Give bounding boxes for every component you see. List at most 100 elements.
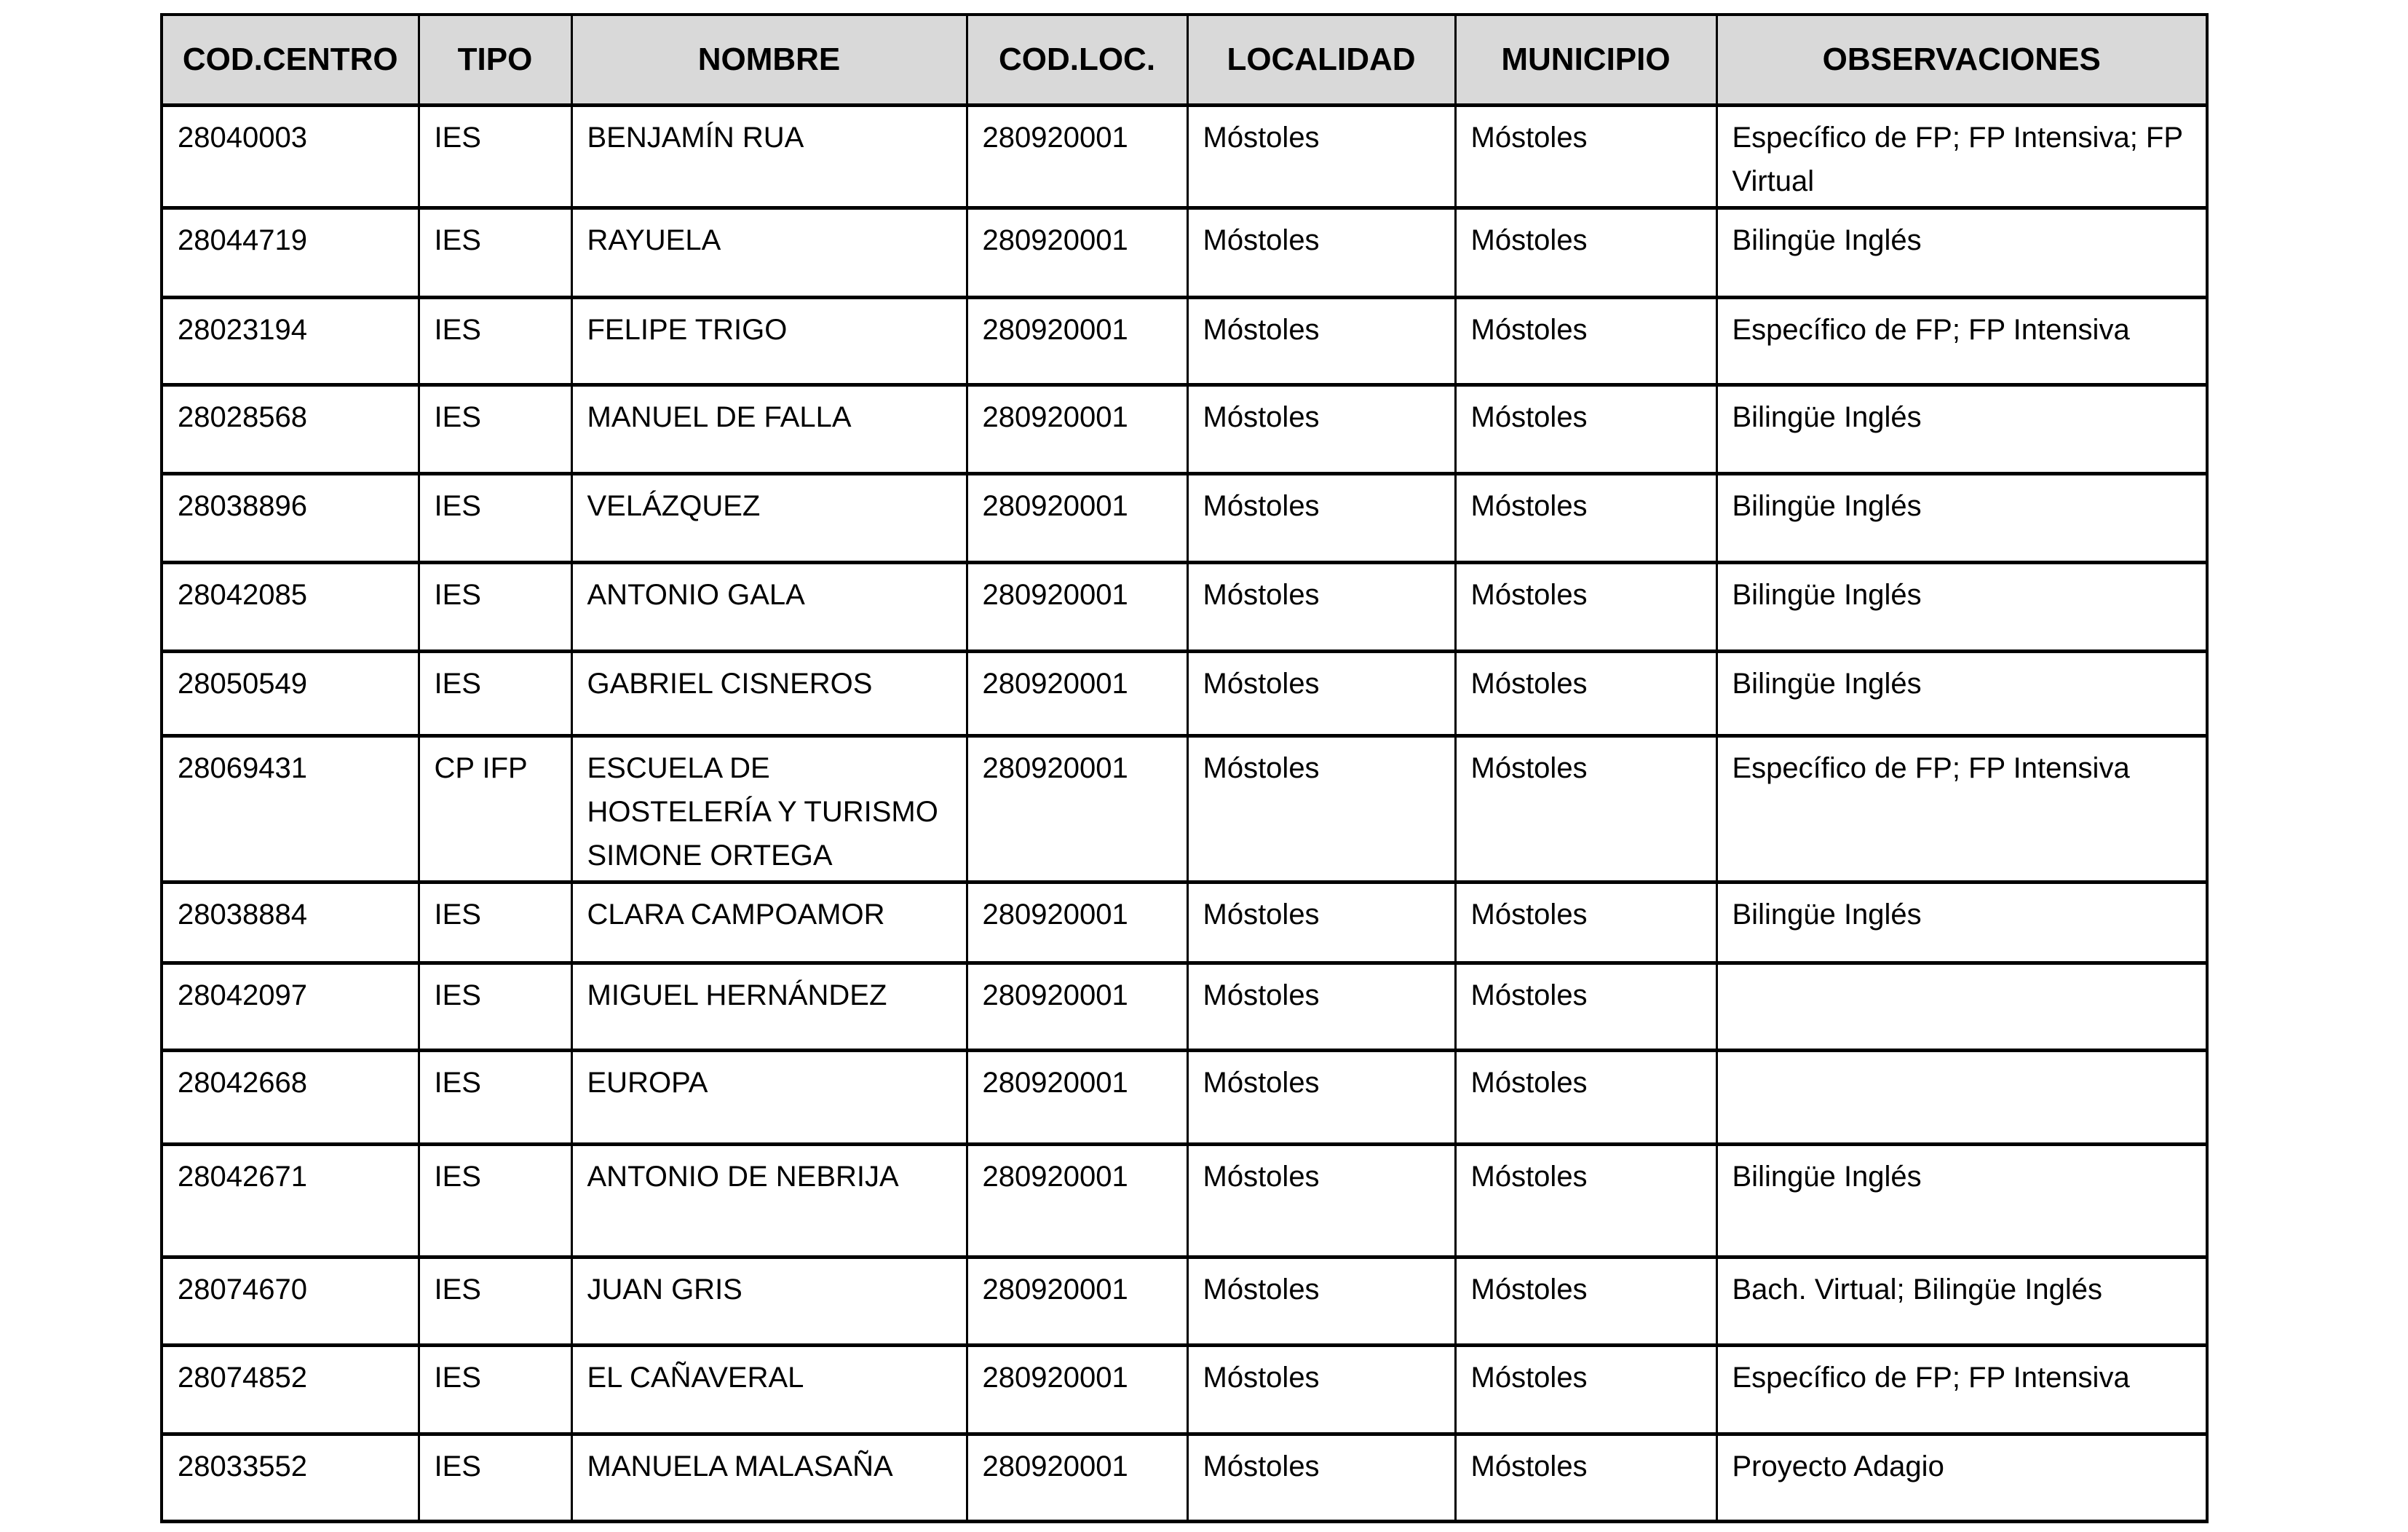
cell-localidad: Móstoles [1186,734,1457,884]
cell-cod-centro: 28042671 [160,1142,420,1259]
cell-localidad: Móstoles [1186,383,1457,475]
cell-cod-centro: 28044719 [160,206,420,299]
table-row: 28038896 IES VELÁZQUEZ 280920001 Móstoles Mós… [160,472,2209,564]
cell-localidad: Móstoles [1186,472,1457,564]
table-row: 28042668 IES EUROPA 280920001 Móstoles Móstol… [160,1049,2209,1146]
cell-municipio: Móstoles [1454,206,1718,299]
column-header-tipo: TIPO [417,15,573,107]
cell-observaciones: Específico de FP; FP Intensiva [1715,1343,2209,1436]
cell-tipo: IES [417,206,573,299]
cell-cod-centro: 28023194 [160,296,420,387]
table-row: 28074852 IES EL CAÑAVERAL 280920001 Móstoles… [160,1343,2209,1436]
table-row: 28033552 IES MANUELA MALASAÑA 280920001 Móst… [160,1432,2209,1523]
cell-observaciones: Bach. Virtual; Bilingüe Inglés [1715,1255,2209,1347]
cell-localidad: Móstoles [1186,296,1457,387]
cell-municipio: Móstoles [1454,472,1718,564]
table-row: 28040003 IES BENJAMÍN RUA 280920001 Móstoles… [160,103,2209,210]
cell-cod-loc: 280920001 [965,1255,1189,1347]
cell-cod-loc: 280920001 [965,561,1189,653]
cell-localidad: Móstoles [1186,1343,1457,1436]
table-row: 28074670 IES JUAN GRIS 280920001 Móstoles Mós… [160,1255,2209,1347]
cell-localidad: Móstoles [1186,206,1457,299]
cell-municipio: Móstoles [1454,734,1718,884]
cell-nombre: MANUELA MALASAÑA [570,1432,968,1523]
cell-observaciones: Bilingüe Inglés [1715,383,2209,475]
cell-municipio: Móstoles [1454,1343,1718,1436]
cell-municipio: Móstoles [1454,561,1718,653]
cell-cod-loc: 280920001 [965,1432,1189,1523]
cell-nombre: EUROPA [570,1049,968,1146]
cell-municipio: Móstoles [1454,649,1718,738]
cell-observaciones: Específico de FP; FP Intensiva; FP Virtu… [1715,103,2209,210]
cell-nombre: RAYUELA [570,206,968,299]
table-row: 28042085 IES ANTONIO GALA 280920001 Móstoles… [160,561,2209,653]
schools-table: COD.CENTRO TIPO NOMBRE COD.LOC. LOCALIDA… [160,13,2209,1523]
cell-municipio: Móstoles [1454,103,1718,210]
cell-nombre: ANTONIO GALA [570,561,968,653]
cell-cod-loc: 280920001 [965,1142,1189,1259]
table-row: 28069431 CP IFP ESCUELA DE HOSTELERÍA Y TU… [160,734,2209,884]
table-body: 28040003 IES BENJAMÍN RUA 280920001 Móstoles… [160,103,2209,1523]
table-row: 28042097 IES MIGUEL HERNÁNDEZ 280920001 Móst… [160,961,2209,1052]
cell-localidad: Móstoles [1186,1049,1457,1146]
cell-tipo: IES [417,383,573,475]
header-row: COD.CENTRO TIPO NOMBRE COD.LOC. LOCALIDA… [160,15,2209,107]
table-row: 28028568 IES MANUEL DE FALLA 280920001 Mósto… [160,383,2209,475]
cell-observaciones: Bilingüe Inglés [1715,1142,2209,1259]
cell-tipo: IES [417,561,573,653]
cell-observaciones [1715,1049,2209,1146]
cell-nombre: EL CAÑAVERAL [570,1343,968,1436]
cell-municipio: Móstoles [1454,1432,1718,1523]
cell-observaciones: Específico de FP; FP Intensiva [1715,296,2209,387]
column-header-observaciones: OBSERVACIONES [1715,15,2209,107]
cell-observaciones [1715,961,2209,1052]
cell-nombre: ESCUELA DE HOSTELERÍA Y TURISMO SIMONE O… [570,734,968,884]
cell-cod-centro: 28040003 [160,103,420,210]
cell-cod-centro: 28042085 [160,561,420,653]
cell-cod-centro: 28074852 [160,1343,420,1436]
cell-tipo: IES [417,1049,573,1146]
cell-localidad: Móstoles [1186,961,1457,1052]
cell-cod-loc: 280920001 [965,103,1189,210]
cell-cod-centro: 28050549 [160,649,420,738]
cell-observaciones: Bilingüe Inglés [1715,561,2209,653]
column-header-municipio: MUNICIPIO [1454,15,1718,107]
cell-tipo: IES [417,1432,573,1523]
cell-cod-loc: 280920001 [965,961,1189,1052]
cell-localidad: Móstoles [1186,561,1457,653]
cell-localidad: Móstoles [1186,649,1457,738]
cell-tipo: IES [417,103,573,210]
cell-cod-loc: 280920001 [965,472,1189,564]
cell-cod-loc: 280920001 [965,1049,1189,1146]
cell-cod-centro: 28042097 [160,961,420,1052]
cell-localidad: Móstoles [1186,1432,1457,1523]
cell-localidad: Móstoles [1186,1142,1457,1259]
cell-observaciones: Específico de FP; FP Intensiva [1715,734,2209,884]
cell-cod-centro: 28069431 [160,734,420,884]
cell-cod-centro: 28028568 [160,383,420,475]
column-header-nombre: NOMBRE [570,15,968,107]
cell-tipo: IES [417,649,573,738]
cell-tipo: IES [417,1343,573,1436]
cell-localidad: Móstoles [1186,1255,1457,1347]
cell-cod-loc: 280920001 [965,296,1189,387]
cell-nombre: MANUEL DE FALLA [570,383,968,475]
cell-municipio: Móstoles [1454,880,1718,965]
cell-cod-centro: 28038896 [160,472,420,564]
cell-tipo: IES [417,296,573,387]
cell-nombre: JUAN GRIS [570,1255,968,1347]
cell-municipio: Móstoles [1454,1255,1718,1347]
column-header-cod-loc: COD.LOC. [965,15,1189,107]
cell-tipo: IES [417,880,573,965]
cell-tipo: IES [417,472,573,564]
cell-tipo: IES [417,1142,573,1259]
table-row: 28050549 IES GABRIEL CISNEROS 280920001 Móst… [160,649,2209,738]
cell-cod-loc: 280920001 [965,206,1189,299]
cell-nombre: FELIPE TRIGO [570,296,968,387]
cell-nombre: ANTONIO DE NEBRIJA [570,1142,968,1259]
cell-nombre: CLARA CAMPOAMOR [570,880,968,965]
cell-municipio: Móstoles [1454,961,1718,1052]
cell-cod-centro: 28033552 [160,1432,420,1523]
cell-cod-loc: 280920001 [965,1343,1189,1436]
